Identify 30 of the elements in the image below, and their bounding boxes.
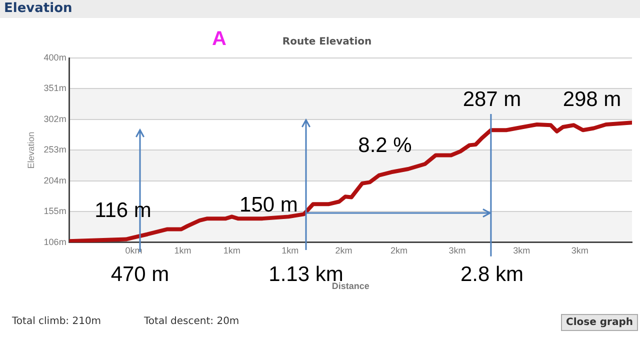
y-tick-label: 106m (44, 236, 66, 247)
y-tick-label: 400m (44, 52, 66, 62)
y-axis-title: Elevation (26, 132, 36, 169)
annotation: 287 m (462, 88, 522, 112)
text: Total descent: 20m (144, 316, 240, 327)
x-tick-label: 1km (282, 245, 299, 256)
x-tick-label: 1km (223, 245, 240, 256)
x-tick-label: 3km (571, 245, 588, 256)
annotation: 8.2 % (358, 134, 412, 158)
y-tick-label: 351m (44, 83, 66, 94)
text: A (212, 28, 226, 51)
x-tick-label: 3km (448, 245, 466, 256)
y-tick-label: 253m (44, 144, 66, 155)
y-tick-label: 302m (44, 114, 66, 124)
x-axis-title: Distance (332, 281, 370, 292)
text: 2.8 km (460, 263, 524, 287)
x-tick-label: 2km (335, 245, 352, 256)
x-tick-label: 2km (390, 245, 408, 256)
annotation: 298 m (562, 88, 622, 112)
annotation: 150 m (240, 194, 298, 218)
text: Total climb: 210m (12, 316, 102, 327)
x-tick-label: 1km (174, 245, 192, 256)
x-tick-label: 0km (125, 245, 142, 256)
x-tick-label: 3km (513, 245, 530, 256)
text: Close graph (561, 314, 638, 331)
chart-title: Route Elevation (282, 36, 372, 48)
text: 470 m (110, 263, 170, 287)
y-tick-label: 204m (44, 175, 66, 186)
y-tick-label: 155m (44, 206, 66, 216)
text: Elevation (0, 0, 640, 18)
